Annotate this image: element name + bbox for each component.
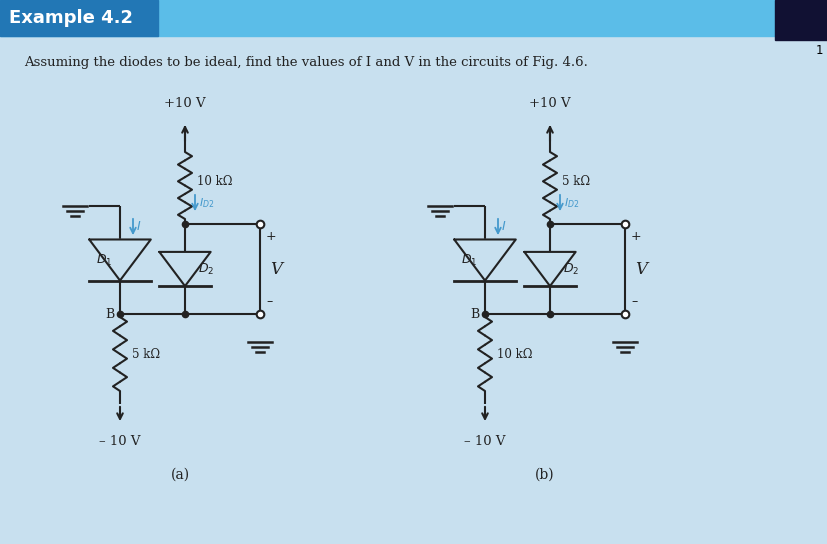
Text: (a): (a) bbox=[170, 468, 189, 482]
Text: $D_2$: $D_2$ bbox=[562, 262, 579, 276]
Text: 10 kΩ: 10 kΩ bbox=[496, 348, 532, 361]
Polygon shape bbox=[523, 252, 575, 286]
Text: 10 kΩ: 10 kΩ bbox=[197, 175, 232, 188]
Polygon shape bbox=[89, 239, 151, 281]
Text: (b): (b) bbox=[534, 468, 554, 482]
Text: –: – bbox=[265, 295, 272, 308]
Text: +: + bbox=[265, 230, 276, 243]
Text: +10 V: +10 V bbox=[164, 97, 206, 110]
Text: V: V bbox=[270, 261, 282, 277]
Text: $I$: $I$ bbox=[500, 219, 506, 232]
Text: –: – bbox=[630, 295, 637, 308]
Text: – 10 V: – 10 V bbox=[99, 435, 141, 448]
Text: +10 V: +10 V bbox=[528, 97, 570, 110]
Bar bbox=[0, 0, 158, 36]
Polygon shape bbox=[159, 252, 210, 286]
Text: $D_1$: $D_1$ bbox=[460, 252, 476, 268]
Text: Example 4.2: Example 4.2 bbox=[9, 9, 133, 27]
Text: +: + bbox=[630, 230, 641, 243]
Text: B: B bbox=[471, 307, 480, 320]
Text: B: B bbox=[106, 307, 115, 320]
Text: 5 kΩ: 5 kΩ bbox=[131, 348, 160, 361]
Text: Assuming the diodes to be ideal, find the values of I and V in the circuits of F: Assuming the diodes to be ideal, find th… bbox=[24, 56, 587, 69]
Text: $D_1$: $D_1$ bbox=[96, 252, 112, 268]
Text: – 10 V: – 10 V bbox=[464, 435, 505, 448]
Bar bbox=[774, 0, 827, 40]
Text: $D_2$: $D_2$ bbox=[198, 262, 214, 276]
Text: 1: 1 bbox=[815, 44, 822, 57]
Polygon shape bbox=[454, 239, 515, 281]
Text: V: V bbox=[634, 261, 646, 277]
Text: $I$: $I$ bbox=[136, 219, 141, 232]
Bar bbox=[0, 0, 827, 36]
Text: $I_{D2}$: $I_{D2}$ bbox=[563, 196, 579, 210]
Text: $I_{D2}$: $I_{D2}$ bbox=[198, 196, 214, 210]
Text: 5 kΩ: 5 kΩ bbox=[562, 175, 590, 188]
